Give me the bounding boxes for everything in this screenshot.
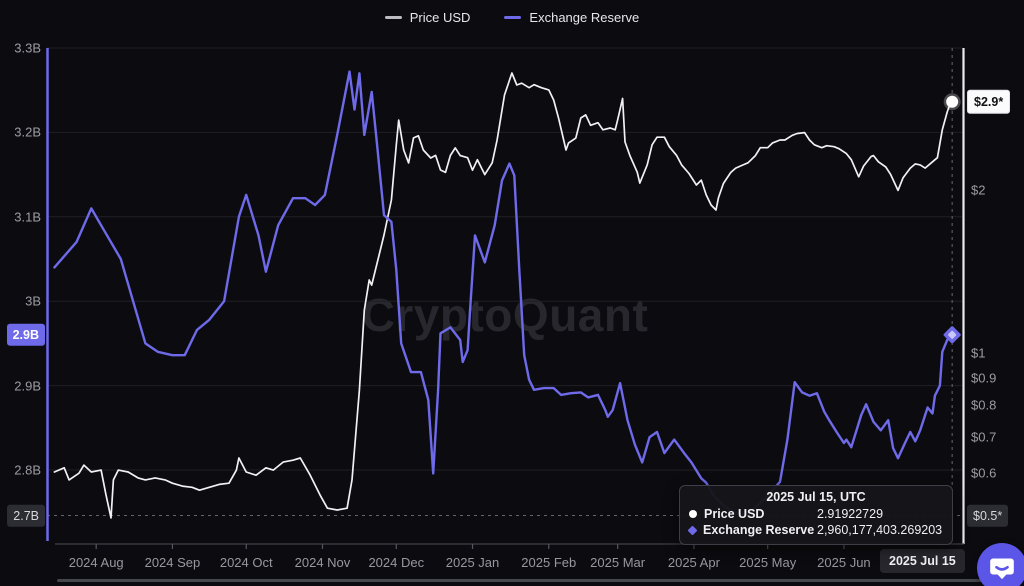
legend-label-price-usd: Price USD xyxy=(409,10,471,25)
tooltip-reserve-value: 2,960,177,403.269203 xyxy=(817,523,943,537)
timeline-scrollbar[interactable] xyxy=(57,579,1012,582)
x-axis-month-label: 2025 Feb xyxy=(521,555,577,570)
chart-tooltip: 2025 Jul 15, UTC Price USD 2.91922729 Ex… xyxy=(679,485,953,545)
left-axis-tick-label: 2.8B xyxy=(14,462,41,478)
x-axis-month-label: 2024 Nov xyxy=(294,555,351,570)
right-axis-tick-label: $0.6 xyxy=(971,465,997,481)
tooltip-reserve-name: Exchange Reserve xyxy=(703,523,815,537)
tooltip-row-reserve: Exchange Reserve 2,960,177,403.269203 xyxy=(687,522,943,538)
x-axis-month-label: 2025 Mar xyxy=(590,555,646,570)
x-axis-month-label: 2024 Dec xyxy=(368,555,425,570)
price-last-point-marker xyxy=(946,95,959,108)
x-axis-month-label: 2024 Aug xyxy=(68,555,124,570)
right-axis-tick-label: $0.7 xyxy=(971,429,997,445)
chat-launcher-button[interactable] xyxy=(977,543,1024,586)
price-usd-bullet-icon xyxy=(689,510,697,518)
x-axis-month-label: 2024 Oct xyxy=(219,555,273,570)
chat-bubble-icon xyxy=(990,558,1014,580)
tooltip-price-name: Price USD xyxy=(704,507,765,521)
x-axis-month-label: 2024 Sep xyxy=(144,555,201,570)
price-usd-legend-swatch xyxy=(384,16,402,19)
exchange-reserve-line xyxy=(53,70,954,516)
chart-legend: Price USD Exchange Reserve xyxy=(0,10,1024,25)
exchange-reserve-bullet-icon xyxy=(687,525,698,535)
right-axis-tick-label: $0.8 xyxy=(971,397,997,413)
left-axis-tick-label: 3B xyxy=(25,293,41,309)
tooltip-price-value: 2.91922729 xyxy=(817,507,884,521)
crosshair-left-axis-badge: 2.7B xyxy=(7,504,45,527)
legend-item-price-usd[interactable]: Price USD xyxy=(384,10,471,25)
left-axis-tick-label: 3.3B xyxy=(14,40,41,56)
price-usd-line xyxy=(53,72,954,519)
x-axis-month-label: 2025 Apr xyxy=(667,555,720,570)
tooltip-row-price: Price USD 2.91922729 xyxy=(689,506,943,522)
crosshair-date-badge: 2025 Jul 15 xyxy=(880,549,965,573)
right-axis-tick-label: $2 xyxy=(971,182,986,198)
exchange-reserve-legend-swatch xyxy=(504,16,522,19)
legend-label-exchange-reserve: Exchange Reserve xyxy=(529,10,640,25)
left-axis-tick-label: 3.1B xyxy=(14,209,41,225)
x-axis-month-label: 2025 Jan xyxy=(445,555,500,570)
price-current-value-badge: $2.9* xyxy=(967,89,1011,114)
reserve-marker-inner xyxy=(948,330,957,339)
right-axis-tick-label: $1 xyxy=(971,345,986,361)
left-axis-tick-label: 3.2B xyxy=(14,124,41,140)
x-axis-month-label: 2025 Jun xyxy=(817,555,871,570)
legend-item-exchange-reserve[interactable]: Exchange Reserve xyxy=(504,10,639,25)
tooltip-date-title: 2025 Jul 15, UTC xyxy=(766,490,866,504)
left-axis-tick-label: 2.9B xyxy=(14,378,41,394)
crosshair-right-axis-badge: $0.5* xyxy=(967,504,1009,527)
x-axis-month-label: 2025 May xyxy=(739,555,797,570)
exchange-reserve-current-value-badge: 2.9B xyxy=(6,323,45,347)
right-axis-tick-label: $0.9 xyxy=(971,370,997,386)
